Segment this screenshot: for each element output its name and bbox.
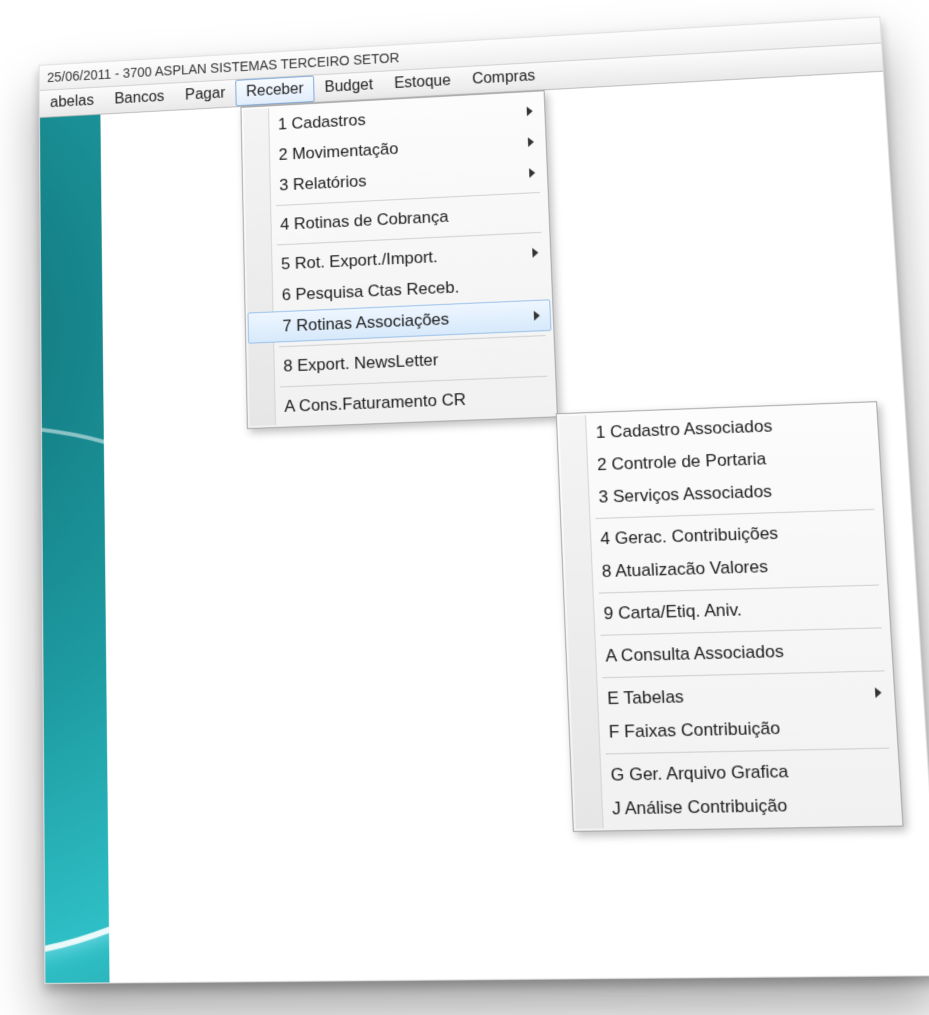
app-window: 25/06/2011 - 3700 ASPLAN SISTEMAS TERCEI… [39, 16, 929, 984]
submenu-rotinas-associacoes: 1 Cadastro Associados 2 Controle de Porta… [556, 401, 904, 832]
menu-item-label: 2 Controle de Portaria [597, 449, 767, 474]
client-area: 1 Cadastros 2 Movimentação 3 Relatórios 4 R… [40, 72, 929, 984]
menubar-item[interactable]: Compras [461, 62, 547, 93]
chevron-right-icon [532, 248, 538, 258]
menu-item[interactable]: J Análise Contribuição [574, 787, 900, 827]
menu-item-label: 3 Serviços Associados [598, 482, 772, 507]
menu-item-label: 9 Carta/Etiq. Aniv. [603, 600, 742, 623]
desktop-wallpaper [40, 115, 110, 984]
menu-item-label: A Consulta Associados [605, 641, 784, 665]
menu-item-label: E Tabelas [607, 687, 684, 709]
menu-item[interactable]: 9 Carta/Etiq. Aniv. [566, 590, 887, 632]
menu-receber-dropdown: 1 Cadastros 2 Movimentação 3 Relatórios 4 R… [240, 90, 557, 429]
menu-item[interactable]: F Faixas Contribuição [571, 709, 895, 750]
chevron-right-icon [528, 137, 534, 147]
menubar-item[interactable]: Budget [314, 72, 384, 102]
menu-item-label: G Ger. Arquivo Grafica [610, 761, 789, 785]
menu-item-label: 4 Rotinas de Cobrança [280, 207, 449, 234]
chevron-right-icon [527, 106, 533, 116]
menubar-item[interactable]: Receber [235, 76, 314, 107]
menu-item-label: 3 Relatórios [279, 172, 367, 195]
menu-item-label: 6 Pesquisa Ctas Receb. [282, 278, 460, 304]
menu-item-label: J Análise Contribuição [612, 795, 788, 818]
menu-item-label: 5 Rot. Export./Import. [281, 248, 438, 274]
menu-item[interactable]: A Cons.Faturamento CR [249, 380, 555, 424]
menubar-item[interactable]: abelas [40, 87, 105, 117]
menu-item-label: 4 Gerac. Contribuições [600, 523, 779, 548]
menubar-item[interactable]: Bancos [104, 83, 175, 113]
menu-item[interactable]: A Consulta Associados [568, 632, 890, 674]
menu-item-label: 2 Movimentação [278, 139, 398, 163]
menu-item-label: 8 Export. NewsLetter [283, 350, 438, 375]
chevron-right-icon [529, 168, 535, 178]
menu-item-label: A Cons.Faturamento CR [284, 390, 466, 416]
menu-item-label: 1 Cadastro Associados [595, 416, 772, 442]
chevron-right-icon [534, 311, 540, 321]
menu-item-label: 1 Cadastros [278, 111, 366, 134]
menu-item-label: 8 Atualizacão Valores [601, 557, 768, 581]
chevron-right-icon [875, 687, 882, 698]
menu-item-label: 7 Rotinas Associações [282, 310, 449, 336]
menubar-item[interactable]: Pagar [174, 80, 235, 110]
menu-item-label: F Faixas Contribuição [608, 718, 780, 742]
menubar-item[interactable]: Estoque [383, 67, 462, 98]
